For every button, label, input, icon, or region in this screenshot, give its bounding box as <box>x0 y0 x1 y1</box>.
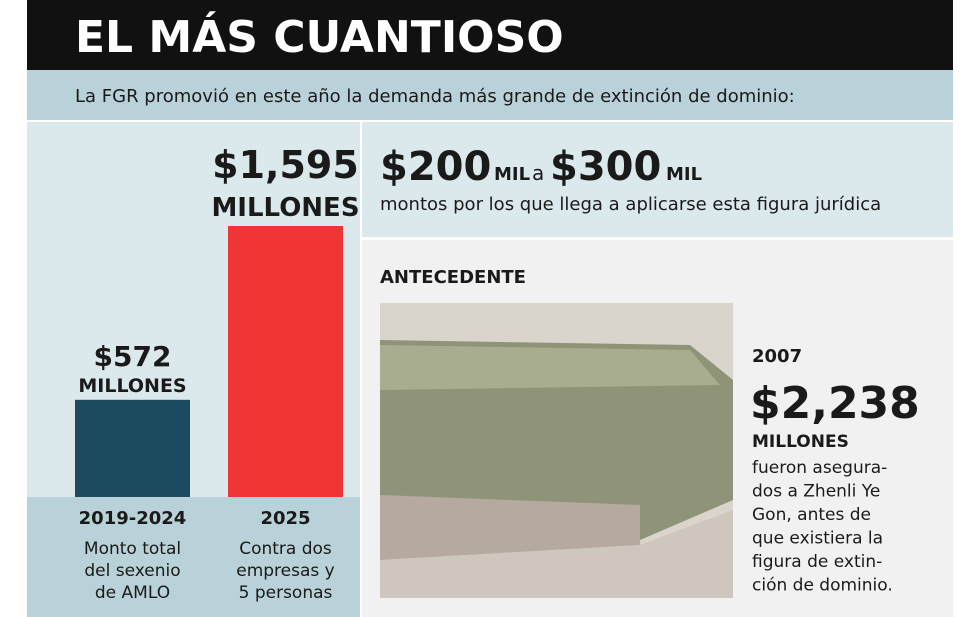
chart-footer <box>27 497 360 617</box>
category-note: de AMLO <box>95 583 170 603</box>
range-panel <box>362 122 953 237</box>
antecedent-unit: MILLONES <box>752 432 849 452</box>
category-note: 5 personas <box>239 583 333 603</box>
value-label: $1,595 <box>212 143 359 187</box>
range-unit: MIL <box>666 164 702 185</box>
category-note: Monto total <box>84 539 181 559</box>
subtitle-band <box>27 70 953 120</box>
range-connector: a <box>532 161 544 185</box>
header-bar <box>27 0 953 70</box>
antecedent-line: que existiera la <box>752 529 883 549</box>
range-low: $200 <box>380 144 491 190</box>
money-photo <box>380 303 733 598</box>
bar <box>75 399 190 497</box>
antecedent-line: ción de dominio. <box>752 576 893 596</box>
antecedent-year: 2007 <box>752 346 802 367</box>
title: EL MÁS CUANTIOSO <box>75 10 564 63</box>
category-label: 2019-2024 <box>79 508 187 529</box>
range-description: montos por los que llega a aplicarse est… <box>380 194 881 215</box>
antecedent-line: Gon, antes de <box>752 505 871 525</box>
antecedent-line: figura de extin- <box>752 552 882 572</box>
category-note: empresas y <box>236 561 334 581</box>
category-note: del sexenio <box>84 561 180 581</box>
bar <box>228 226 343 497</box>
antecedent-line: fueron asegura- <box>752 458 887 478</box>
antecedent-line: dos a Zhenli Ye <box>752 482 880 502</box>
value-unit: MILLONES <box>78 375 186 397</box>
range-unit: MIL <box>494 164 530 185</box>
antecedent-heading: ANTECEDENTE <box>380 267 526 288</box>
category-note: Contra dos <box>239 539 332 559</box>
antecedent-amount: $2,238 <box>750 378 920 429</box>
category-label: 2025 <box>260 508 310 529</box>
subtitle: La FGR promovió en este año la demanda m… <box>75 86 795 107</box>
range-high: $300 <box>550 144 661 190</box>
value-unit: MILLONES <box>211 193 359 223</box>
value-label: $572 <box>94 340 172 373</box>
